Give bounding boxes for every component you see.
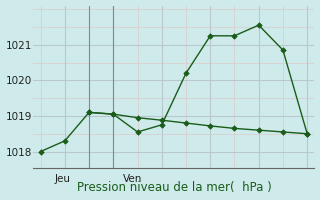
Text: Ven: Ven [123,174,142,184]
Text: Jeu: Jeu [54,174,70,184]
X-axis label: Pression niveau de la mer(  hPa ): Pression niveau de la mer( hPa ) [76,181,271,194]
